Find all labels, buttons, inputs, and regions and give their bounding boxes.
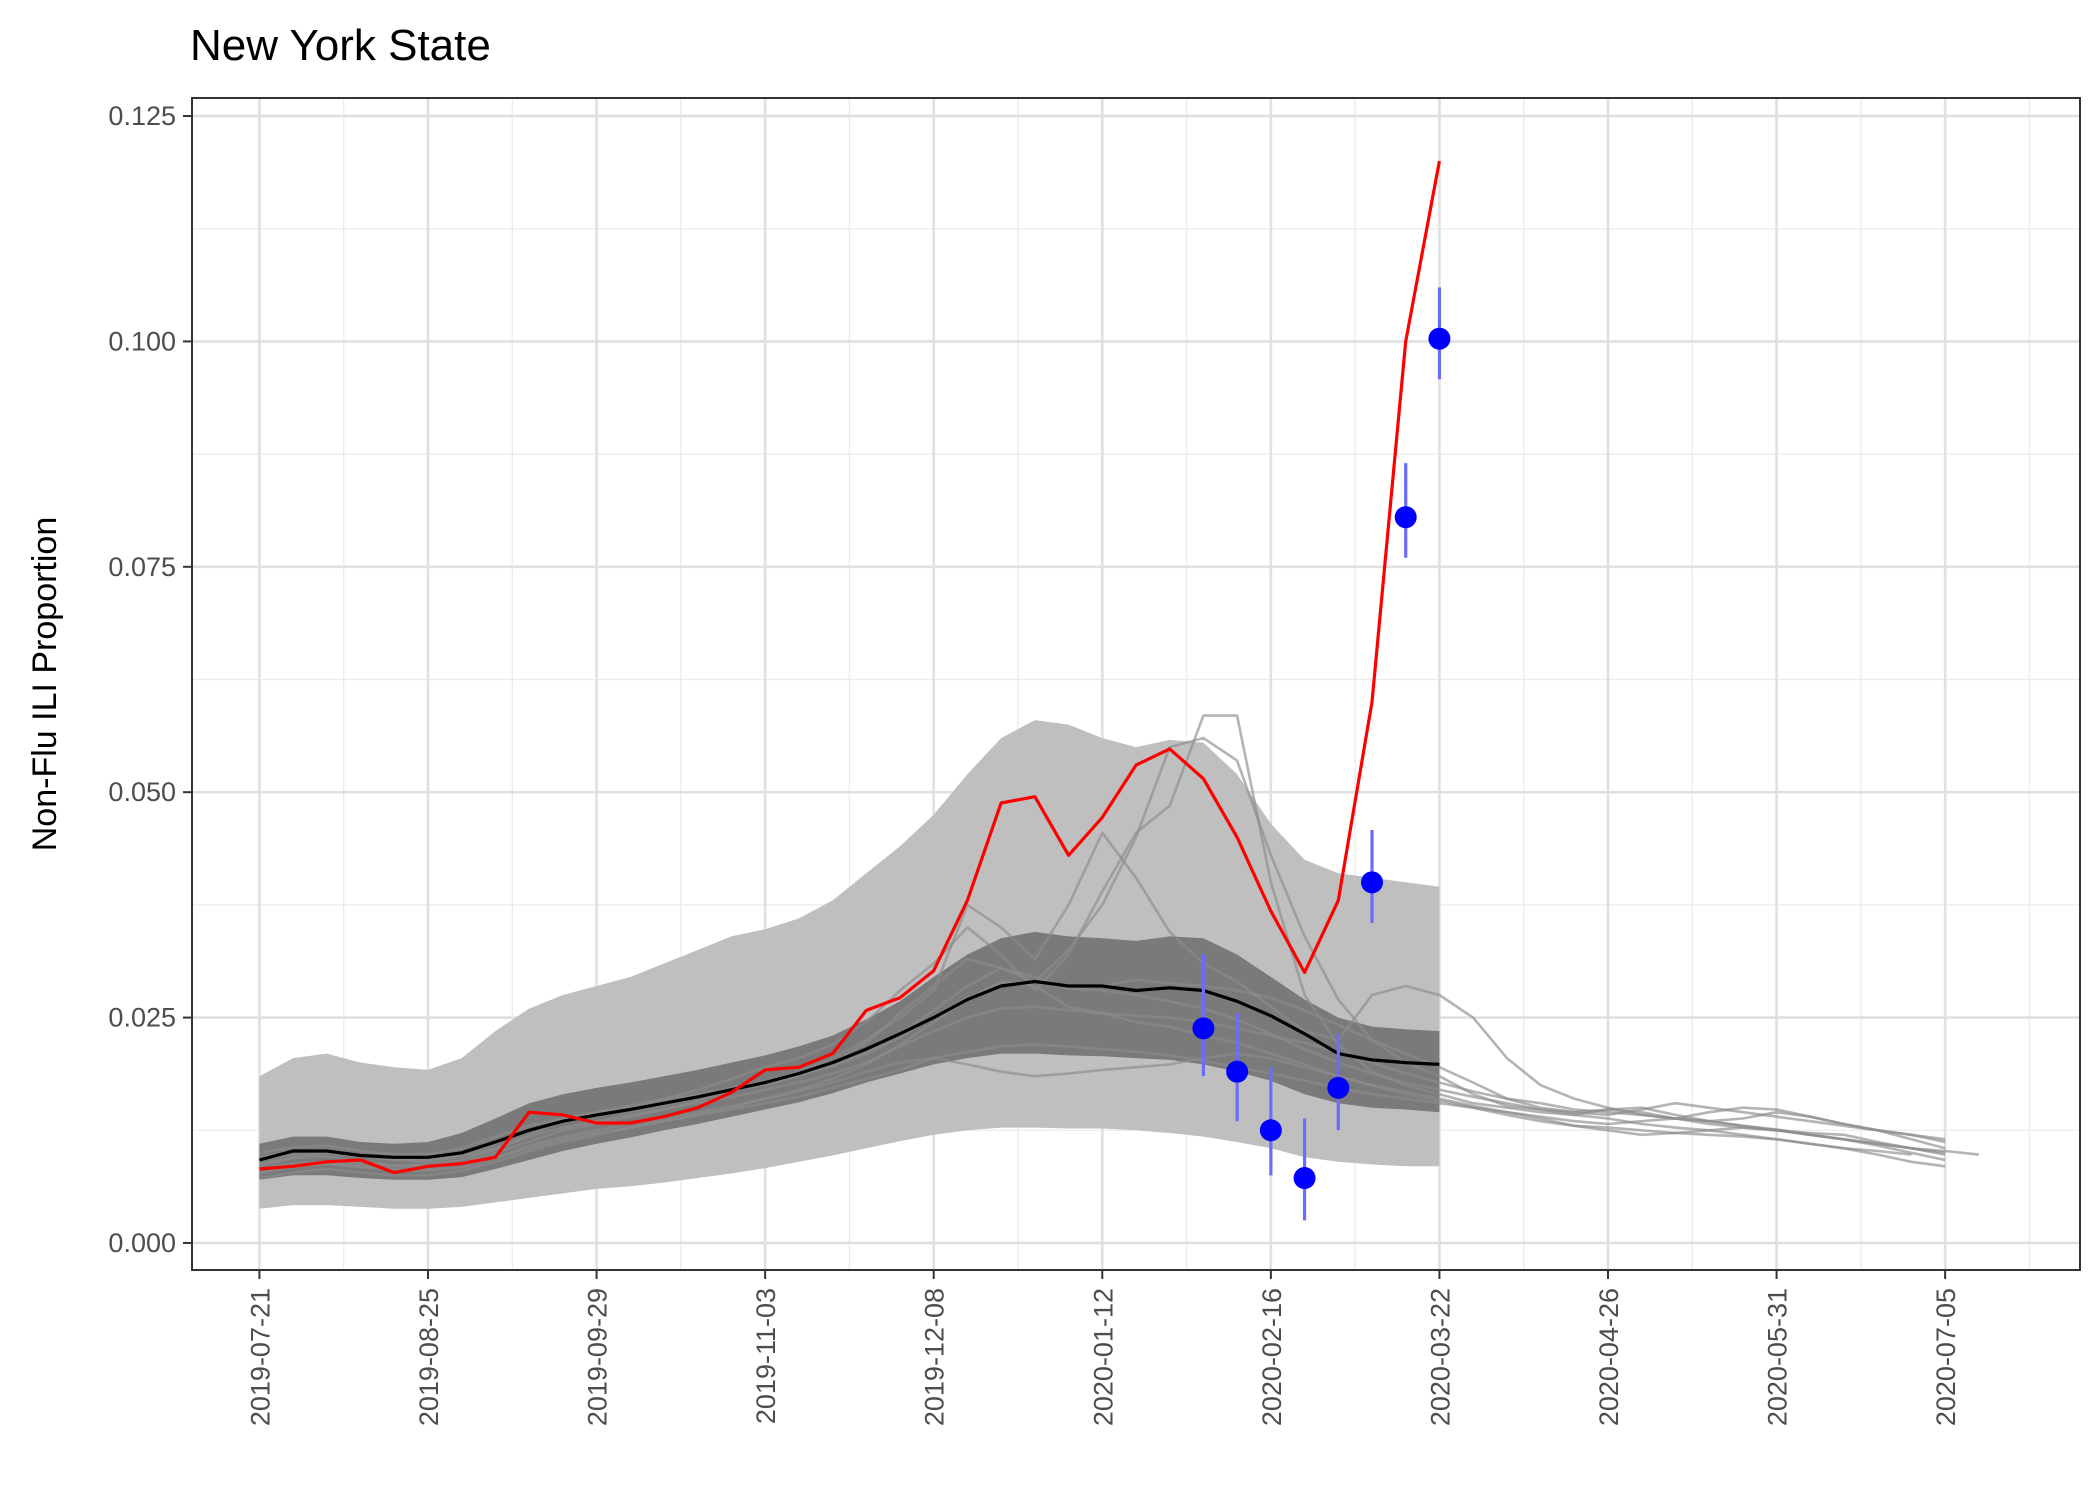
data-point xyxy=(1192,1017,1215,1040)
x-tick-label: 2019-12-08 xyxy=(920,1288,950,1426)
x-tick-label: 2019-07-21 xyxy=(245,1288,275,1426)
y-tick-label: 0.125 xyxy=(108,101,176,131)
x-tick-label: 2020-02-16 xyxy=(1257,1288,1287,1426)
x-tick-label: 2019-08-25 xyxy=(414,1288,444,1426)
x-axis: 2019-07-21 2019-08-25 2019-09-29 2019-11-03… xyxy=(245,1270,1961,1426)
data-point xyxy=(1327,1076,1350,1099)
x-tick-label: 2020-05-31 xyxy=(1763,1288,1793,1426)
data-point xyxy=(1259,1119,1282,1142)
data-point xyxy=(1361,871,1383,894)
data-points xyxy=(1192,327,1451,1190)
y-tick-label: 0.100 xyxy=(108,326,176,356)
panel-border xyxy=(191,97,2081,1271)
x-tick-label: 2020-04-26 xyxy=(1594,1288,1624,1426)
data-point xyxy=(1293,1167,1316,1190)
plot-area xyxy=(191,97,2081,1271)
x-tick-label: 2020-03-22 xyxy=(1425,1288,1455,1426)
x-tick-label: 2019-09-29 xyxy=(583,1288,613,1426)
past-season-line xyxy=(259,980,1946,1180)
y-axis: 0.000 0.025 0.050 0.075 0.100 0.125 xyxy=(108,101,192,1258)
x-tick-label: 2020-07-05 xyxy=(1931,1288,1961,1426)
chart-title: New York State xyxy=(190,21,491,70)
past-season-line xyxy=(259,714,1946,1168)
y-tick-label: 0.075 xyxy=(108,552,176,582)
data-point xyxy=(1226,1060,1249,1083)
x-tick-label: 2019-11-03 xyxy=(751,1288,781,1424)
y-tick-label: 0.025 xyxy=(108,1003,176,1033)
past-season-line xyxy=(259,1043,1946,1171)
y-tick-label: 0.050 xyxy=(108,777,176,807)
y-tick-label: 0.000 xyxy=(108,1228,176,1258)
observed-series-line xyxy=(259,160,1441,1175)
outer-band xyxy=(259,720,1440,1209)
x-tick-label: 2020-01-12 xyxy=(1088,1288,1118,1426)
outer-band-area xyxy=(259,720,1440,1209)
data-point xyxy=(1394,506,1417,529)
mean-forecast-line xyxy=(258,979,1440,1162)
observed-line xyxy=(259,160,1441,1175)
past-season-line xyxy=(259,1052,1980,1174)
data-point xyxy=(1428,327,1451,350)
y-axis-title: Non-Flu ILI Proportion xyxy=(26,517,64,852)
mean-line xyxy=(258,979,1440,1162)
